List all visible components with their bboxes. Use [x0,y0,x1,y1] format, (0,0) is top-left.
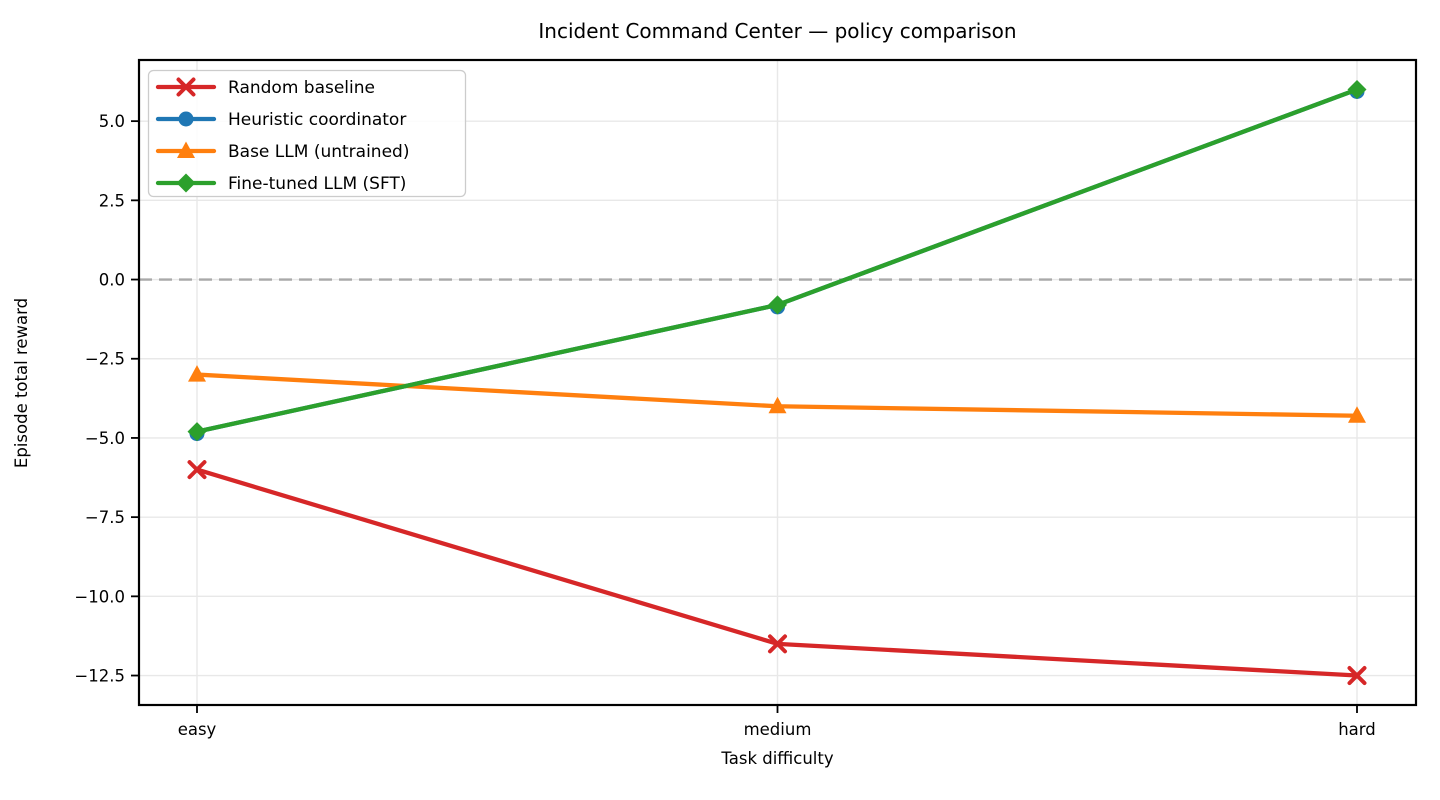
y-tick-label: −12.5 [74,666,125,685]
legend-entry-label: Fine-tuned LLM (SFT) [228,174,406,194]
x-axis-label: Task difficulty [720,749,833,768]
y-tick-label: 2.5 [99,191,125,210]
y-axis-label: Episode total reward [12,298,31,468]
grid-layer [139,60,1416,705]
legend-entry-label: Heuristic coordinator [228,110,406,130]
x-marker [187,460,207,480]
diamond-marker [1347,79,1367,99]
circle-marker [178,111,194,127]
series-layer [187,79,1367,686]
triangle-up-marker [177,141,195,158]
legend-entry-label: Base LLM (untrained) [228,142,409,162]
axes-layer: 5.0 2.5 0.0 −2.5 −5.0 −7.5 −10.0 −12.5 easy mediu… [74,58,1418,739]
legend-entry-2: Base LLM (untrained) [155,141,409,162]
y-tick-label: −10.0 [74,587,125,606]
x-marker [1347,666,1367,686]
y-tick-label: −7.5 [85,508,125,527]
y-tick-label: 0.0 [99,270,125,289]
y-tick-label: −2.5 [85,350,125,369]
y-tick-label: −5.0 [85,429,125,448]
diamond-marker [176,173,196,193]
triangle-up-marker [768,396,787,414]
legend-entry-1: Heuristic coordinator [155,110,406,130]
legend-entry-3: Fine-tuned LLM (SFT) [155,173,406,194]
diamond-marker [768,295,787,315]
x-marker [176,77,196,97]
legend-box [147,69,467,198]
chart-title: Incident Command Center — policy compari… [538,19,1016,43]
series-0 [187,460,1367,686]
x-tick-label: easy [178,720,217,739]
y-tick-label: 5.0 [99,112,125,131]
series-2 [188,365,1366,423]
legend-entry-0: Random baseline [155,77,375,98]
legend-entry-label: Random baseline [228,78,375,98]
x-tick-label: medium [744,720,812,739]
legend: Random baseline Heuristic coordinator Base… [147,69,467,198]
diamond-marker [187,422,207,442]
x-marker [768,634,787,654]
triangle-up-marker [188,365,206,382]
triangle-up-marker [1348,406,1366,423]
series-3 [187,79,1367,442]
x-tick-label: hard [1338,720,1376,739]
